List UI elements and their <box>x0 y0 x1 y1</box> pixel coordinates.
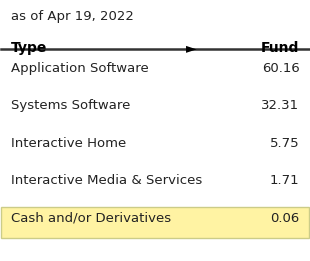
Text: 5.75: 5.75 <box>270 137 299 150</box>
Text: 60.16: 60.16 <box>262 62 299 75</box>
Text: ►: ► <box>186 41 196 55</box>
Text: 0.06: 0.06 <box>270 212 299 225</box>
Bar <box>1 207 309 238</box>
Text: Cash and/or Derivatives: Cash and/or Derivatives <box>11 212 171 225</box>
Text: Systems Software: Systems Software <box>11 99 130 112</box>
Text: Interactive Home: Interactive Home <box>11 137 126 150</box>
Text: as of Apr 19, 2022: as of Apr 19, 2022 <box>11 10 134 23</box>
Text: Application Software: Application Software <box>11 62 148 75</box>
Text: 1.71: 1.71 <box>270 174 299 187</box>
Text: 32.31: 32.31 <box>261 99 299 112</box>
Text: Interactive Media & Services: Interactive Media & Services <box>11 174 202 187</box>
Text: Type: Type <box>11 41 47 55</box>
Text: Fund: Fund <box>261 41 299 55</box>
